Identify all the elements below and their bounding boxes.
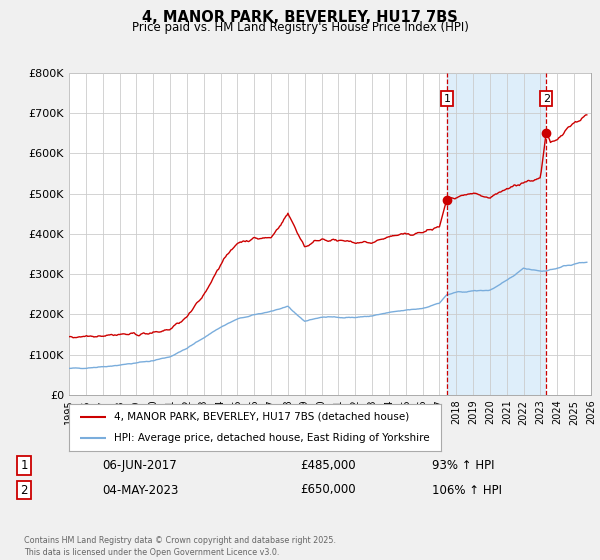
Text: 2: 2 <box>542 94 550 104</box>
Text: Contains HM Land Registry data © Crown copyright and database right 2025.
This d: Contains HM Land Registry data © Crown c… <box>24 536 336 557</box>
Text: £650,000: £650,000 <box>300 483 356 497</box>
Text: 06-JUN-2017: 06-JUN-2017 <box>102 459 177 473</box>
Text: 93% ↑ HPI: 93% ↑ HPI <box>432 459 494 473</box>
Text: 1: 1 <box>20 459 28 473</box>
Text: £485,000: £485,000 <box>300 459 356 473</box>
Text: 1: 1 <box>443 94 451 104</box>
Bar <box>546 73 591 395</box>
Text: Price paid vs. HM Land Registry's House Price Index (HPI): Price paid vs. HM Land Registry's House … <box>131 21 469 34</box>
Text: 04-MAY-2023: 04-MAY-2023 <box>102 483 178 497</box>
Text: 2: 2 <box>20 483 28 497</box>
Text: HPI: Average price, detached house, East Riding of Yorkshire: HPI: Average price, detached house, East… <box>113 433 429 444</box>
Bar <box>447 73 546 395</box>
Text: 4, MANOR PARK, BEVERLEY, HU17 7BS: 4, MANOR PARK, BEVERLEY, HU17 7BS <box>142 10 458 25</box>
Text: 4, MANOR PARK, BEVERLEY, HU17 7BS (detached house): 4, MANOR PARK, BEVERLEY, HU17 7BS (detac… <box>113 412 409 422</box>
Text: 106% ↑ HPI: 106% ↑ HPI <box>432 483 502 497</box>
